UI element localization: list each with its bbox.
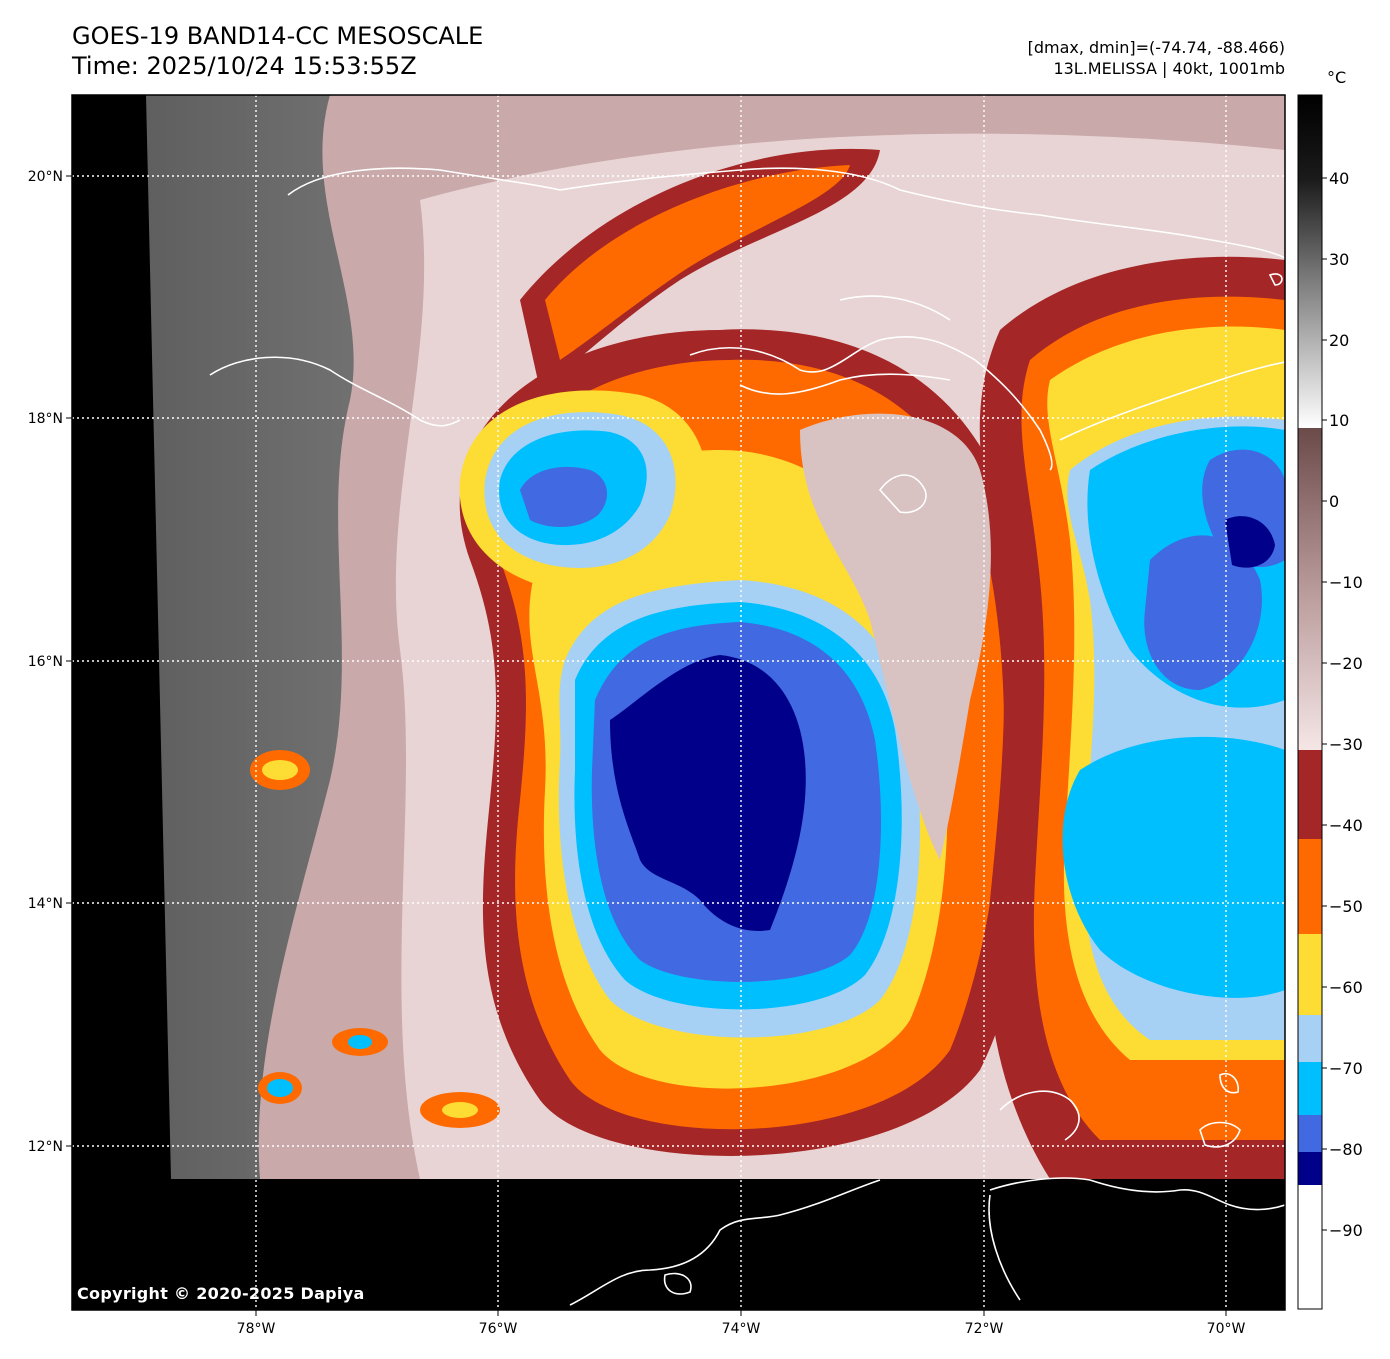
colorbar-tick-label: 20 <box>1329 331 1349 350</box>
lon-label: 70°W <box>1207 1321 1246 1337</box>
range-info: [dmax, dmin]=(-74.74, -88.466) <box>1027 38 1285 57</box>
colorbar-tick-label: −30 <box>1329 735 1363 754</box>
colorbar-segment <box>1298 1185 1322 1309</box>
colorbar: 40 30 20 10 0 −10 −20 −30 −40 −50 −60 −7… <box>1297 94 1363 1310</box>
colorbar-segment <box>1298 839 1322 934</box>
eastern-cluster <box>979 256 1285 1180</box>
colorbar-tick-label: −70 <box>1329 1059 1363 1078</box>
map-title: GOES-19 BAND14-CC MESOSCALE <box>72 22 484 50</box>
colorbar-segment <box>1298 1152 1322 1185</box>
colorbar-tick-label: −10 <box>1329 573 1363 592</box>
map-border <box>71 94 1286 1311</box>
lon-label: 78°W <box>237 1321 276 1337</box>
gridlines <box>72 95 1285 1310</box>
colorbar-segment <box>1298 1062 1322 1115</box>
lon-label: 74°W <box>722 1321 761 1337</box>
colorbar-tick-label: 30 <box>1329 250 1349 269</box>
colorbar-tick-label: −80 <box>1329 1140 1363 1159</box>
lat-label: 20°N <box>28 169 63 185</box>
colorbar-tick-label: −90 <box>1329 1221 1363 1240</box>
lat-label: 16°N <box>28 654 63 670</box>
lat-label: 14°N <box>28 896 63 912</box>
colorbar-brown-segment <box>1298 428 1322 750</box>
clear-slot <box>800 413 991 860</box>
colorbar-tick-label: −60 <box>1329 978 1363 997</box>
lon-label: 76°W <box>479 1321 518 1337</box>
colorbar-tick-label: 10 <box>1329 411 1349 430</box>
colorbar-unit: °C <box>1327 68 1347 87</box>
lat-ticks <box>66 175 72 1147</box>
colorbar-segment <box>1298 750 1322 839</box>
colorbar-gray-segment <box>1298 95 1322 428</box>
colorbar-tick-label: −50 <box>1329 897 1363 916</box>
cloud-field <box>72 95 1285 1310</box>
colorbar-tick-label: −20 <box>1329 654 1363 673</box>
colorbar-tick-label: −40 <box>1329 816 1363 835</box>
storm-info: 13L.MELISSA | 40kt, 1001mb <box>1053 59 1285 78</box>
lon-label: 72°W <box>965 1321 1004 1337</box>
colorbar-segment <box>1298 1015 1322 1062</box>
colorbar-tick-label: 40 <box>1329 169 1349 188</box>
lat-label: 12°N <box>28 1139 63 1155</box>
colorbar-segment <box>1298 934 1322 1015</box>
copyright-text: Copyright © 2020-2025 Dapiya <box>77 1284 365 1303</box>
colorbar-tick-label: 0 <box>1329 492 1339 511</box>
coastlines <box>209 167 1285 1306</box>
lon-ticks <box>255 1310 1227 1316</box>
cold-cloud-top <box>610 655 806 931</box>
northwest-cluster <box>459 390 708 593</box>
lat-label: 18°N <box>28 411 63 427</box>
map-timestamp: Time: 2025/10/24 15:53:55Z <box>72 52 417 80</box>
colorbar-segment <box>1298 1115 1322 1152</box>
